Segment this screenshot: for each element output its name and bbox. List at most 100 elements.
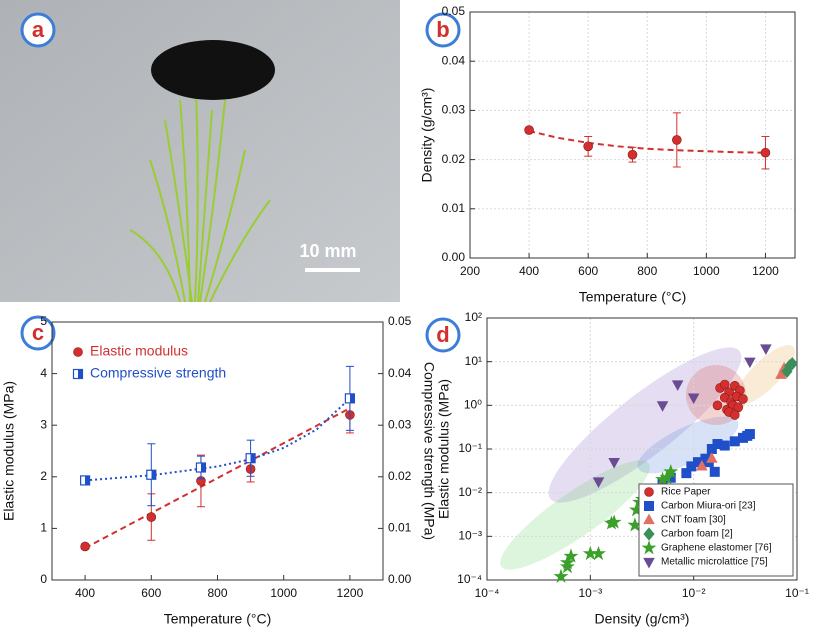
legend-label: Elastic modulus — [90, 343, 188, 359]
y2-tick-label: 0.05 — [388, 314, 412, 328]
legend-box — [638, 483, 794, 577]
label-ring — [20, 12, 56, 48]
region — [500, 460, 650, 570]
point — [559, 558, 575, 574]
point — [592, 477, 605, 488]
sample — [151, 40, 275, 100]
point — [606, 514, 622, 529]
point — [656, 401, 669, 412]
y2-tick-label: 0.00 — [388, 572, 412, 586]
y-axis-label: Density (g/cm³) — [419, 88, 435, 183]
point — [719, 379, 730, 390]
y-tick-label: 0.01 — [442, 201, 466, 215]
y2-tick-label: 0.03 — [388, 417, 412, 431]
x-tick-label: 400 — [75, 586, 95, 600]
x-tick-label: 400 — [519, 264, 539, 278]
x-tick-label: 10⁻³ — [578, 586, 602, 600]
y-tick-label: 5 — [40, 314, 47, 328]
point — [563, 548, 579, 563]
region — [637, 416, 739, 474]
x-tick-label: 10⁻² — [682, 586, 706, 600]
point — [706, 452, 718, 463]
point — [553, 568, 569, 583]
y2-tick-label: 0.04 — [388, 366, 412, 380]
y-tick-label: 1 — [40, 521, 47, 535]
point — [729, 410, 740, 420]
legend-marker — [641, 540, 657, 555]
point — [744, 357, 756, 369]
legend-marker — [643, 527, 655, 541]
x-tick-label: 10⁻¹ — [785, 586, 809, 600]
x-tick-label: 600 — [578, 264, 598, 278]
panel-label: b — [436, 17, 449, 42]
point — [744, 429, 755, 440]
label-ring — [20, 315, 56, 351]
label-ring — [425, 12, 461, 48]
legend-label: Compressive strength — [90, 365, 226, 381]
panel-label: a — [32, 17, 45, 42]
y2-axis-label: Compressive strength (MPa) — [421, 362, 437, 540]
x-tick-label: 1000 — [270, 586, 297, 600]
legend-marker — [643, 557, 655, 569]
x-tick-label: 1200 — [752, 264, 779, 278]
legend-label: Rice Paper — [661, 487, 711, 498]
y-tick-label: 2 — [40, 469, 47, 483]
plot-frame — [486, 317, 798, 581]
y-tick-label: 10⁻⁴ — [457, 572, 482, 586]
plot-frame — [51, 321, 384, 581]
scale-text: 10 mm — [299, 241, 356, 261]
point — [344, 393, 355, 404]
legend-label: Metallic microlattice [75] — [661, 557, 768, 568]
point — [729, 436, 740, 447]
point — [608, 458, 620, 469]
point — [146, 512, 157, 522]
y-tick-label: 10⁻³ — [458, 529, 482, 543]
point — [245, 453, 256, 464]
y-tick-label: 0.03 — [442, 103, 466, 117]
x-tick-label: 200 — [460, 264, 480, 278]
legend-marker — [644, 487, 654, 497]
y-tick-label: 0 — [40, 572, 47, 586]
legend-marker — [644, 501, 654, 511]
y2-tick-label: 0.02 — [388, 469, 412, 483]
legend-label: Carbon foam [2] — [661, 529, 733, 540]
y-axis-label: Elastic modulus (MPa) — [436, 379, 452, 519]
y-tick-label: 0.05 — [442, 4, 466, 18]
plot-frame — [469, 11, 796, 259]
point — [627, 149, 638, 160]
point — [760, 344, 772, 355]
fit-line — [528, 130, 766, 154]
point — [79, 475, 91, 486]
photo: 10 mm — [0, 0, 400, 303]
legend-label: CNT foam [30] — [661, 515, 726, 526]
point — [775, 368, 787, 379]
point — [591, 545, 606, 561]
grass — [129, 94, 271, 303]
y-tick-label: 10⁻² — [458, 485, 482, 499]
legend-marker — [643, 513, 655, 525]
point — [709, 466, 720, 477]
y-tick-label: 10⁰ — [464, 398, 482, 412]
point — [719, 440, 730, 451]
region — [735, 345, 795, 405]
x-tick-label: 800 — [637, 264, 657, 278]
y-tick-label: 0.00 — [442, 250, 466, 264]
x-tick-label: 600 — [141, 586, 161, 600]
panel-labels: a b c d — [20, 12, 461, 353]
y-tick-label: 0.02 — [442, 152, 466, 166]
point — [671, 380, 684, 391]
label-ring — [425, 317, 461, 353]
legend-label: Graphene elastomer [76] — [661, 543, 772, 554]
point — [583, 141, 593, 152]
y2-tick-label: 0.01 — [388, 521, 412, 535]
point — [524, 125, 534, 135]
point — [687, 393, 700, 405]
x-axis-label: Temperature (°C) — [579, 289, 687, 305]
y-tick-label: 10¹ — [465, 354, 482, 368]
y-tick-label: 4 — [40, 366, 47, 380]
fit-line — [84, 407, 351, 549]
point — [738, 394, 748, 404]
x-axis-label: Density (g/cm³) — [595, 611, 690, 627]
x-tick-label: 1000 — [693, 264, 720, 278]
point — [672, 135, 682, 145]
